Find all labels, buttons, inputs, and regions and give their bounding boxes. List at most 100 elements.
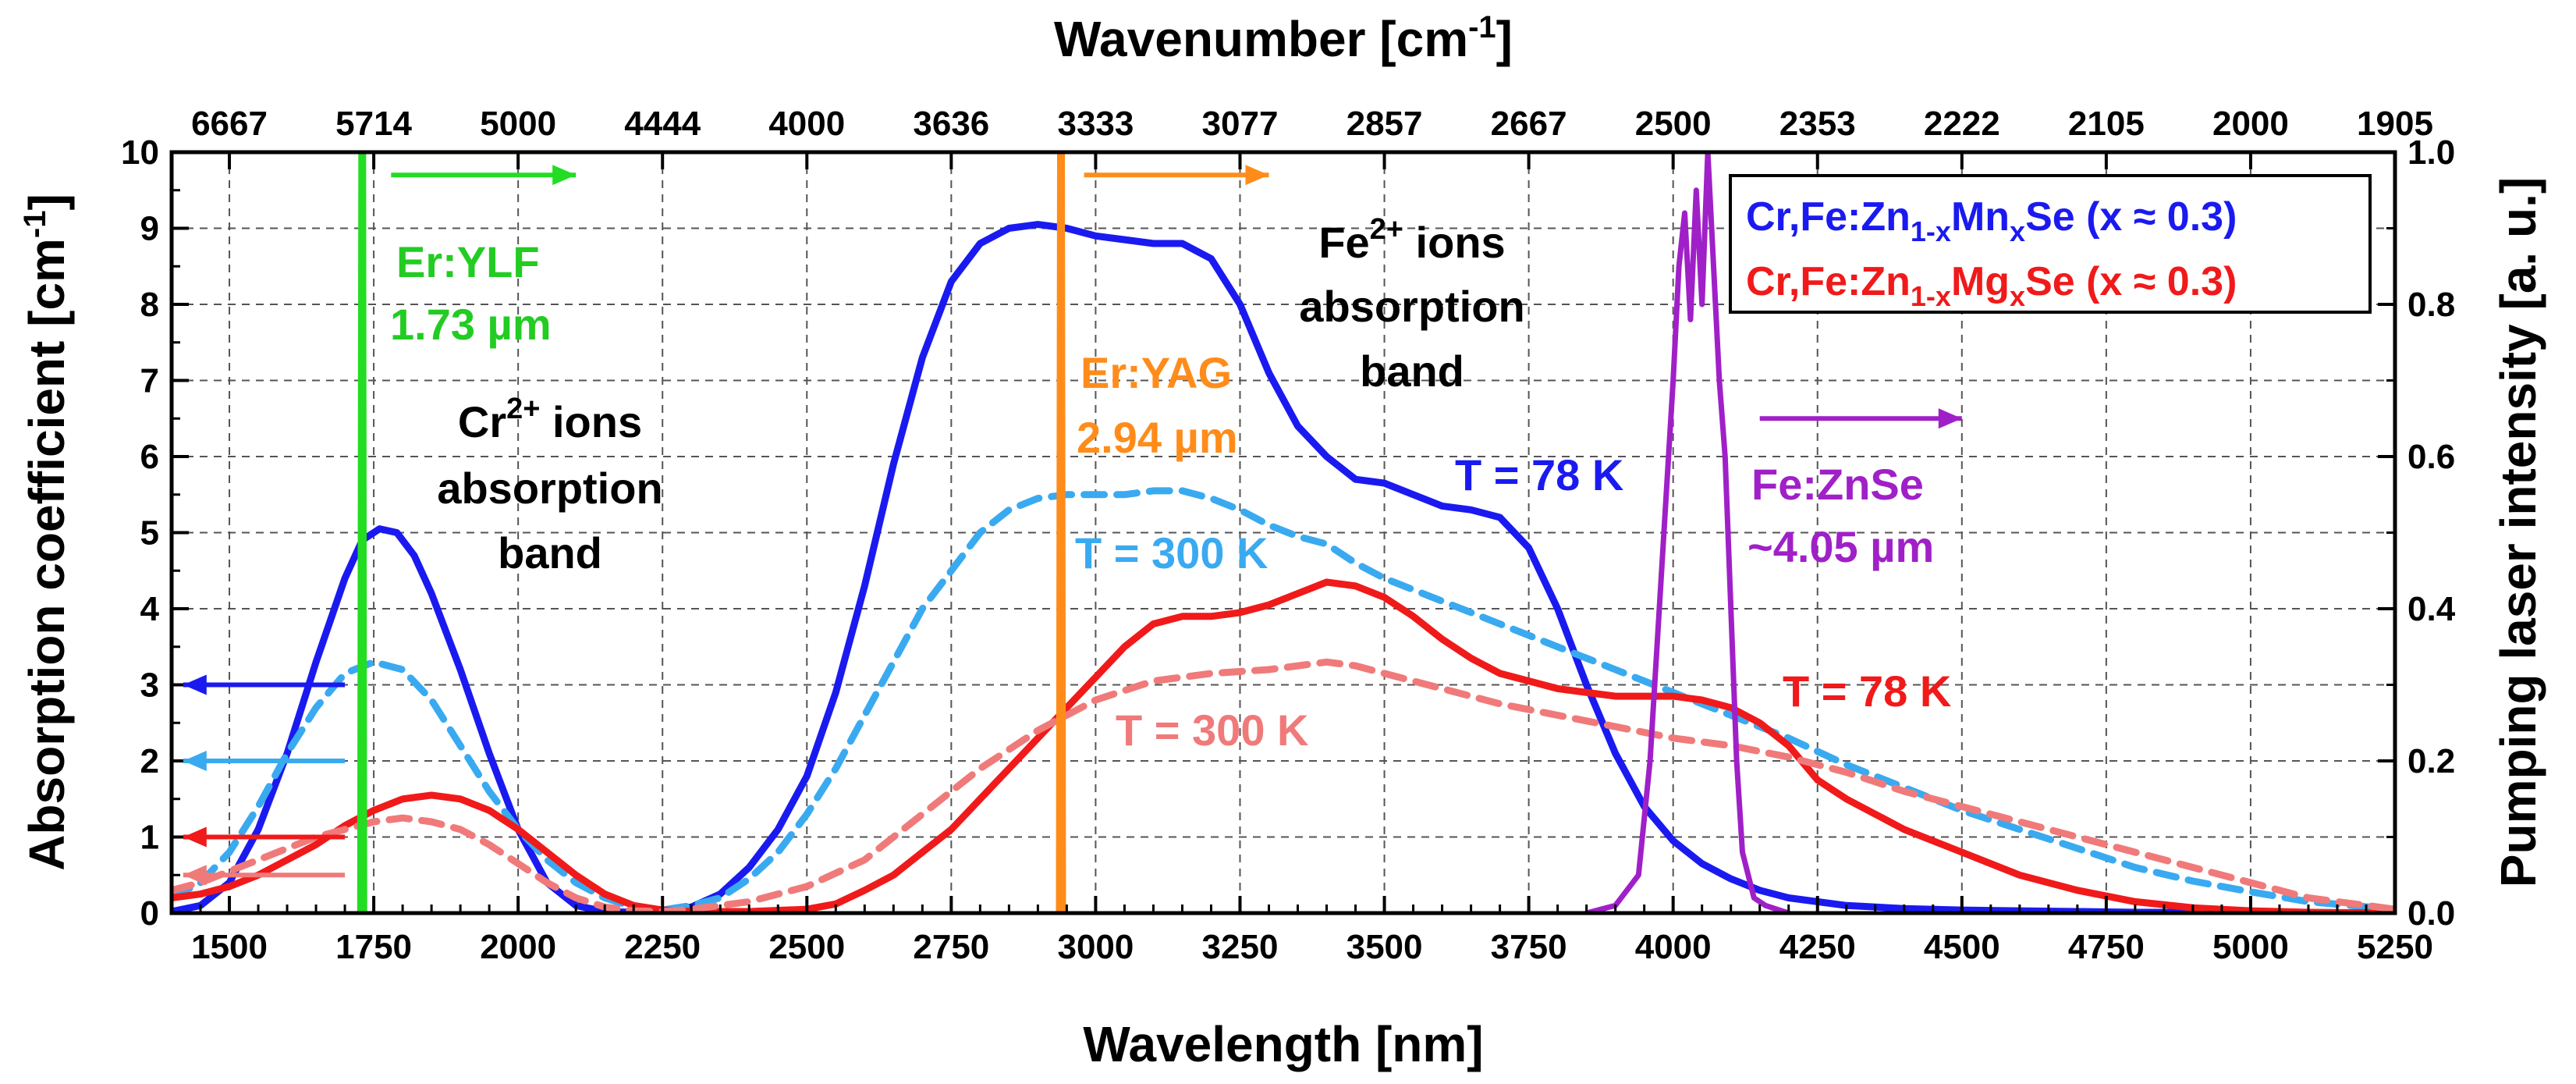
legend-entry-mn: Cr,Fe:Zn1-xMnxSe (x ≈ 0.3) [1746, 194, 2237, 247]
mg-300k-label: T = 300 K [1116, 705, 1308, 755]
arrow-blue-78K-left [183, 674, 346, 695]
top-tick-label-15: 1905 [2357, 105, 2433, 143]
x-tick-label-3000: 3000 [1057, 928, 1134, 966]
x-tick-label-2750: 2750 [913, 928, 989, 966]
cr-band-label: band [498, 528, 602, 578]
arrows [183, 165, 1962, 886]
top-axis-title-end: ] [1496, 11, 1513, 67]
arrow-purple-right-head [1938, 408, 1962, 429]
x-tick-label-4000: 4000 [1635, 928, 1712, 966]
x-tick-label-4250: 4250 [1779, 928, 1856, 966]
y-tick-label-5: 5 [140, 514, 159, 553]
top-tick-label-5: 3636 [913, 105, 989, 143]
arrow-green-right-head [552, 165, 577, 186]
arrow-pink-300K-left-head [183, 865, 207, 886]
fe-znse-wavelength: ~4.05 µm [1747, 522, 1934, 571]
arrow-orange-right [1084, 165, 1269, 186]
legend-box [1729, 174, 2372, 314]
top-tick-label-7: 3077 [1202, 105, 1279, 143]
arrow-red-78K-left [183, 826, 346, 848]
mn-78k-label: T = 78 K [1455, 450, 1623, 499]
y-tick-label-10: 10 [121, 133, 159, 172]
top-tick-label-14: 2000 [2212, 105, 2289, 143]
top-axis-title-main: Wavenumber [cm [1054, 11, 1468, 67]
y-axis-title-main: Absorption coefficient [cm [19, 238, 75, 871]
arrow-pink-300K-left [183, 865, 346, 886]
y-tick-label-8: 8 [140, 286, 159, 324]
fe-ions-label: Fe2+ ions [1318, 213, 1505, 267]
legend: Cr,Fe:Zn1-xMnxSe (x ≈ 0.3) Cr,Fe:Zn1-xMg… [1729, 174, 2372, 314]
mg-78k-label: T = 78 K [1783, 666, 1951, 716]
x-tick-label-2250: 2250 [624, 928, 701, 966]
series-line-1 [172, 487, 2395, 913]
top-tick-label-0: 6667 [191, 105, 268, 143]
y-tick-label-9: 9 [140, 210, 159, 248]
er-ylf-label: Er:YLF [396, 237, 540, 286]
y2-tick-label-2: 0.4 [2407, 590, 2456, 628]
x-tick-label-4500: 4500 [1924, 928, 2000, 966]
series-line-2 [172, 578, 2395, 913]
y-tick-label-6: 6 [140, 438, 159, 476]
top-tick-label-11: 2353 [1779, 105, 1856, 143]
er-yag-label: Er:YAG [1080, 348, 1232, 397]
x-tick-label-5250: 5250 [2357, 928, 2433, 966]
arrow-lightblue-300K-left [183, 751, 346, 771]
y-tick-label-4: 4 [140, 590, 160, 628]
top-tick-label-8: 2857 [1347, 105, 1423, 143]
y-tick-label-2: 2 [140, 742, 159, 780]
series-line-3 [172, 658, 2395, 913]
series-line-6 [1584, 152, 1792, 913]
y-axis-title-sup: -1 [18, 211, 52, 239]
y2-tick-label-3: 0.6 [2407, 438, 2455, 476]
arrow-red-78K-left-head [183, 826, 207, 848]
x-tick-label-3250: 3250 [1202, 928, 1279, 966]
top-tick-label-6: 3333 [1057, 105, 1134, 143]
x-tick-label-5000: 5000 [2212, 928, 2289, 966]
er-ylf-wavelength: 1.73 µm [390, 300, 552, 349]
annotations: Er:YLF 1.73 µm Cr2+ ions absorption band… [390, 213, 1951, 755]
ticks: 1500666717505714200050002250444425004000… [121, 105, 2456, 966]
y2-tick-label-1: 0.2 [2407, 742, 2455, 780]
top-axis-title-sup: -1 [1468, 10, 1496, 44]
fe-band-label: band [1360, 347, 1464, 396]
fe-absorption-label: absorption [1299, 282, 1524, 331]
arrow-green-right [391, 165, 577, 186]
x-tick-label-3750: 3750 [1491, 928, 1567, 966]
series-line-5 [1056, 152, 1066, 913]
y-axis-title-end: ] [19, 194, 75, 210]
top-axis-title: Wavenumber [cm-1] [1054, 10, 1513, 67]
x-tick-label-2000: 2000 [480, 928, 556, 966]
arrow-purple-right [1759, 408, 1962, 429]
top-tick-label-13: 2105 [2068, 105, 2145, 143]
series-layer [172, 152, 2395, 913]
y-tick-label-7: 7 [140, 362, 159, 400]
cr-absorption-label: absorption [437, 464, 662, 513]
arrow-orange-right-head [1245, 165, 1269, 186]
er-yag-wavelength: 2.94 µm [1077, 413, 1238, 462]
x-axis-title: Wavelength [nm] [1083, 1016, 1483, 1072]
y-tick-label-1: 1 [140, 819, 159, 857]
top-tick-label-4: 4000 [768, 105, 845, 143]
cr-ions-label: Cr2+ ions [458, 393, 642, 446]
top-tick-label-2: 5000 [480, 105, 556, 143]
y-tick-label-3: 3 [140, 666, 159, 705]
x-tick-label-4750: 4750 [2068, 928, 2145, 966]
top-tick-label-9: 2667 [1491, 105, 1567, 143]
y-tick-label-0: 0 [140, 894, 159, 933]
arrow-blue-78K-left-head [183, 674, 207, 695]
y-axis-title: Absorption coefficient [cm-1] [18, 194, 75, 871]
legend-entry-mg: Cr,Fe:Zn1-xMgxSe (x ≈ 0.3) [1746, 259, 2237, 312]
top-tick-label-12: 2222 [1924, 105, 2000, 143]
x-tick-label-1750: 1750 [335, 928, 412, 966]
top-tick-label-1: 5714 [335, 105, 412, 143]
x-tick-label-3500: 3500 [1347, 928, 1423, 966]
series-line-4 [357, 152, 367, 913]
mn-300k-label: T = 300 K [1075, 528, 1268, 578]
top-tick-label-3: 4444 [624, 105, 701, 143]
y2-tick-label-5: 1.0 [2407, 133, 2455, 172]
fe-znse-label: Fe:ZnSe [1751, 460, 1924, 509]
top-tick-label-10: 2500 [1635, 105, 1712, 143]
arrow-lightblue-300K-left-head [183, 751, 207, 771]
y2-tick-label-0: 0.0 [2407, 894, 2455, 933]
